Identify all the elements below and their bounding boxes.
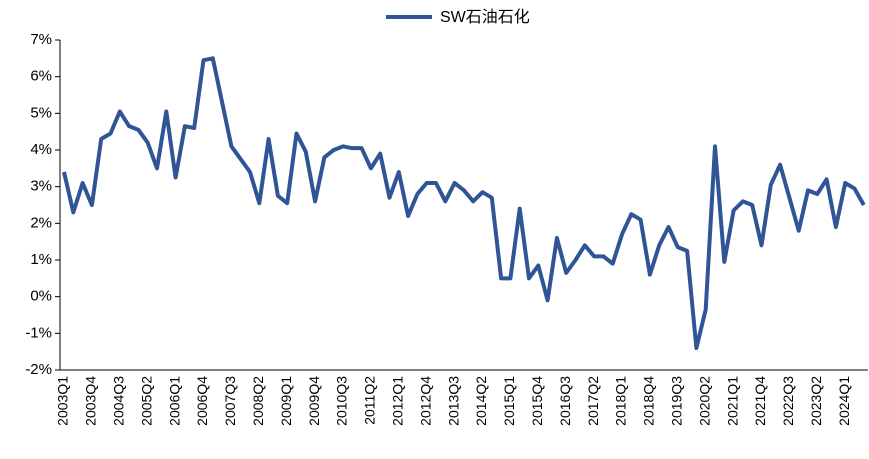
x-tick-label: 2011Q2 xyxy=(362,376,378,425)
y-tick-label: 5% xyxy=(30,104,52,121)
x-tick-label: 2023Q2 xyxy=(808,376,824,426)
x-tick-label: 2018Q4 xyxy=(641,376,657,426)
x-tick-label: 2006Q4 xyxy=(194,376,210,426)
y-tick-label: 4% xyxy=(30,141,52,158)
x-tick-label: 2008Q2 xyxy=(250,376,266,426)
x-tick-label: 2003Q4 xyxy=(83,376,99,426)
y-tick-label: -1% xyxy=(25,324,52,341)
x-tick-label: 2007Q3 xyxy=(222,376,238,426)
x-tick-label: 2012Q4 xyxy=(417,376,433,426)
x-tick-label: 2010Q3 xyxy=(334,376,350,426)
x-tick-label: 2024Q1 xyxy=(836,376,852,426)
x-tick-label: 2006Q1 xyxy=(166,376,182,426)
x-tick-label: 2005Q2 xyxy=(138,376,154,426)
x-tick-label: 2004Q3 xyxy=(111,376,127,426)
y-tick-label: 0% xyxy=(30,288,52,305)
y-tick-label: 1% xyxy=(30,251,52,268)
x-tick-label: 2012Q1 xyxy=(390,376,406,426)
x-tick-label: 2016Q3 xyxy=(557,376,573,426)
x-tick-label: 2015Q1 xyxy=(501,376,517,426)
x-tick-label: 2021Q1 xyxy=(724,376,740,426)
x-tick-label: 2022Q3 xyxy=(780,376,796,426)
x-tick-label: 2014Q2 xyxy=(473,376,489,426)
x-tick-label: 2009Q1 xyxy=(278,376,294,426)
x-tick-label: 2013Q3 xyxy=(445,376,461,426)
x-tick-label: 2018Q1 xyxy=(613,376,629,426)
y-tick-label: 3% xyxy=(30,178,52,195)
x-tick-label: 2009Q4 xyxy=(306,376,322,426)
x-tick-label: 2021Q4 xyxy=(752,376,768,426)
x-tick-label: 2017Q2 xyxy=(585,376,601,426)
x-tick-label: 2020Q2 xyxy=(696,376,712,426)
y-tick-label: 7% xyxy=(30,31,52,48)
y-tick-label: 6% xyxy=(30,68,52,85)
y-tick-label: 2% xyxy=(30,214,52,231)
line-series xyxy=(62,56,866,350)
legend-label: SW石油石化 xyxy=(440,8,530,26)
x-tick-label: 2003Q1 xyxy=(55,376,71,426)
x-tick-label: 2019Q3 xyxy=(669,376,685,426)
y-tick-label: -2% xyxy=(25,361,52,378)
x-tick-label: 2015Q4 xyxy=(529,376,545,426)
